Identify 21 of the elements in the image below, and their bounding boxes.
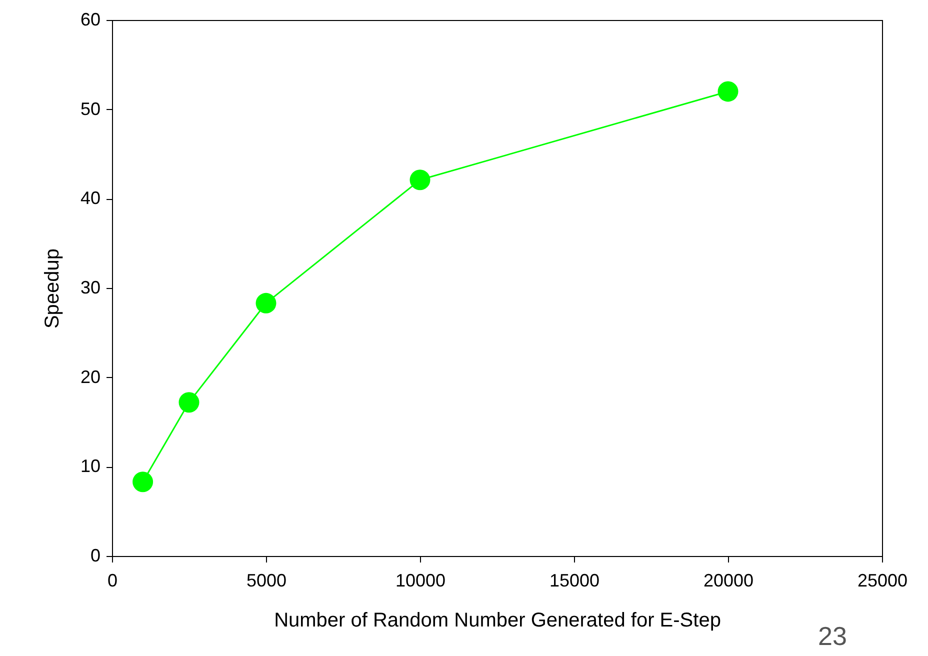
x-tick-label: 20000	[703, 570, 754, 590]
x-tick-label: 10000	[395, 570, 446, 590]
x-tick-label: 15000	[549, 570, 600, 590]
y-tick-label: 40	[80, 188, 100, 208]
y-tick-label: 60	[80, 10, 100, 30]
point	[178, 392, 200, 413]
x-axis-title: Number of Random Number Generated for E-Step	[274, 610, 721, 632]
y-tick-label: 50	[80, 98, 100, 119]
x-tick-label: 25000	[857, 570, 908, 590]
y-axis-title: Speedup	[41, 248, 64, 329]
point	[410, 170, 430, 190]
text: 23	[818, 621, 847, 651]
point	[132, 472, 154, 492]
point	[718, 81, 738, 102]
y-tick-label: 10	[80, 456, 100, 476]
x-tick-label: 0	[107, 570, 118, 590]
y-tick-label: 30	[80, 278, 100, 298]
y-tick-label: 0	[90, 546, 100, 566]
y-tick-label: 20	[80, 366, 100, 387]
x-tick-label: 5000	[246, 570, 287, 590]
point	[256, 292, 276, 314]
